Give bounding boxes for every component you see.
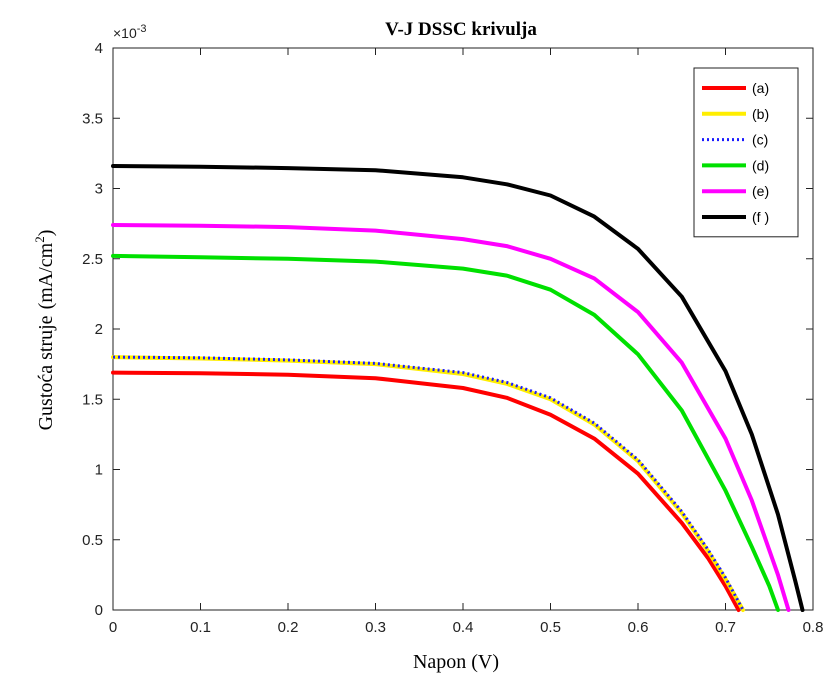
series-lines [111,164,805,612]
y-axis-label-text: Gustoća struje [35,315,57,430]
legend-label-1: (a) [752,80,769,96]
legend-label-2: (b) [752,106,769,122]
y-axis-label-unit: (mA/cm [35,242,57,309]
y-tick-label: 1 [95,462,103,479]
legend-label-6: (f ) [752,209,769,225]
y-tick-label: 2 [95,321,103,338]
y-tick-label: 0 [95,602,103,619]
y-tick-label: 2.5 [82,251,103,268]
x-tick-label: 0.6 [628,619,649,636]
series-line-1 [111,370,741,612]
y-tick-label: 3 [95,181,103,198]
axis-ticks: 0 0.1 0.2 0.3 0.4 0.5 0.6 0.7 0.8 0 0.5 1 1.5 2 2.5 3 3.… [82,40,823,636]
series-line-4 [111,253,780,612]
series-line-5 [111,223,791,612]
x-tick-label: 0.5 [540,619,561,636]
svg-text:×10-3: ×10-3 [113,23,147,41]
x-axis-label: Napon (V) [413,651,499,673]
legend-box [693,67,799,238]
legend-label-4: (d) [752,157,769,173]
legend-label-3: (c) [752,132,768,148]
legend-label-5: (e) [752,183,769,199]
y-exponent-base: ×10 [113,25,137,41]
chart-title: V-J DSSC krivulja [385,19,537,40]
series-line-3 [112,355,745,611]
y-tick-label: 3.5 [82,110,103,127]
y-exponent: ×10-3 [113,23,147,41]
y-exponent-power: -3 [137,23,147,35]
y-axis-label: Gustoća struje (mA/cm2) [32,230,57,431]
y-axis-label-unit-close: ) [35,230,57,237]
y-tick-label: 1.5 [82,391,103,408]
x-tick-label: 0.4 [453,619,474,636]
x-tick-label: 0.3 [365,619,386,636]
x-tick-label: 0.2 [278,619,299,636]
legend: (a) (b) (c) (d) (e) (f ) [693,67,799,238]
series-line-6 [111,164,805,612]
x-tick-label: 0 [109,619,117,636]
x-tick-label: 0.7 [715,619,736,636]
y-tick-label: 4 [95,40,103,57]
x-tick-label: 0.1 [190,619,211,636]
y-axis-label-unit-sup: 2 [32,236,47,243]
y-tick-label: 0.5 [82,532,103,549]
x-tick-label: 0.8 [803,619,824,636]
